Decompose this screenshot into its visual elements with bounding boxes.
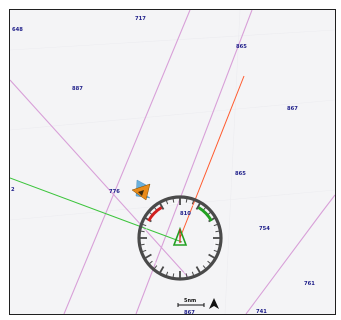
sounding-754: 754 [259, 226, 270, 232]
sounding-867: 867 [287, 106, 298, 112]
compass-tick [139, 230, 145, 233]
compass-tick [195, 266, 202, 274]
chart-canvas[interactable]: 717 648 865 887 867 865 776 810 754 2 76… [10, 10, 335, 314]
north-arrow-icon [209, 298, 219, 309]
compass-tick [165, 271, 169, 277]
compass-tick [144, 253, 152, 260]
compass-tick [141, 223, 147, 227]
starboard-arc [197, 206, 213, 222]
compass-tick [202, 265, 207, 270]
port-arc [147, 206, 163, 222]
sounding-717: 717 [135, 16, 146, 22]
boat-heading-icon [172, 226, 188, 246]
course-line [10, 177, 183, 243]
sounding-887: 887 [72, 86, 83, 92]
compass-tick [213, 249, 219, 253]
compass-tick [195, 202, 202, 210]
sounding-776: 776 [109, 189, 120, 195]
compass-tick [153, 265, 158, 270]
compass-tick [172, 197, 175, 203]
sounding-865-east: 865 [235, 171, 246, 177]
compass-tick [207, 260, 212, 265]
nautical-chart[interactable]: 717 648 865 887 867 865 776 810 754 2 76… [9, 9, 336, 315]
background-contours [10, 10, 335, 314]
heading-line [179, 75, 245, 239]
sounding-648: 648 [12, 27, 23, 33]
compass-tick [215, 243, 221, 246]
sounding-867-south: 867 [184, 310, 195, 314]
compass-tick [165, 199, 169, 205]
scale-bar-label: 5nm [184, 298, 196, 304]
sounding-741: 741 [256, 309, 267, 314]
compass-rose[interactable] [137, 195, 223, 281]
boundary-line-a [10, 79, 189, 278]
compass-tick [213, 223, 219, 227]
sounding-761: 761 [304, 281, 315, 287]
boundary-lines [10, 10, 335, 314]
boundary-line-d [245, 194, 335, 314]
compass-tick [141, 249, 147, 253]
compass-tick [185, 273, 188, 279]
scale-bar: 5nm [177, 298, 219, 309]
vessel-marker[interactable] [131, 179, 151, 201]
compass-tick [148, 260, 153, 265]
depth-soundings: 717 648 865 887 867 865 776 810 754 2 76… [11, 16, 315, 314]
sounding-810: 810 [180, 211, 191, 217]
sounding-2: 2 [11, 187, 15, 193]
sounding-865-north: 865 [236, 44, 247, 50]
compass-tick [158, 202, 165, 210]
compass-tick [158, 266, 165, 274]
compass-tick [191, 271, 195, 277]
compass-tick [208, 253, 216, 260]
boundary-line-b [63, 10, 191, 314]
compass-tick [172, 273, 175, 279]
compass-tick [191, 199, 195, 205]
compass-tick [139, 243, 145, 246]
compass-tick [215, 230, 221, 233]
compass-tick [185, 197, 188, 203]
